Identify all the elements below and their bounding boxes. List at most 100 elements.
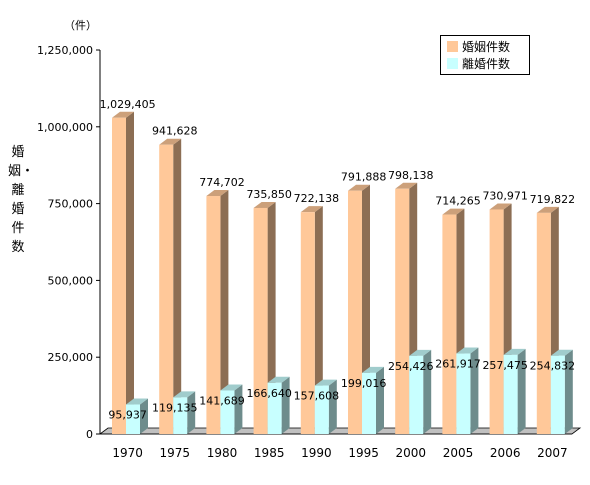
bar-divorce-top	[126, 398, 148, 405]
bar-divorce-front	[503, 354, 518, 434]
bars-layer	[112, 111, 573, 434]
bar-divorce-side	[140, 398, 148, 434]
bar-divorce	[503, 348, 526, 434]
bar-marriage-top	[253, 201, 276, 208]
bar-marriage-side	[314, 206, 323, 434]
data-label-divorce: 119,135	[152, 401, 198, 414]
bar-divorce-side	[234, 384, 243, 434]
x-tick-label: 2005	[443, 446, 474, 460]
bar-marriage-front	[112, 117, 126, 434]
bar-marriage-front	[253, 207, 268, 434]
legend-swatch-marriage	[447, 40, 458, 52]
bar-marriage-front	[348, 190, 362, 434]
data-label-marriage: 798,138	[388, 169, 434, 182]
bar-marriage-top	[300, 206, 323, 213]
x-tick-label: 1995	[348, 446, 379, 460]
bar-divorce	[314, 379, 337, 434]
bar-divorce-top	[267, 376, 290, 383]
data-label-marriage: 941,628	[152, 125, 198, 138]
data-label-marriage: 791,888	[341, 171, 387, 184]
legend-label-marriage: 婚姻件数	[462, 39, 511, 54]
x-tick-label: 2000	[396, 446, 427, 460]
bar-divorce-front	[126, 404, 140, 434]
bar-marriage-front	[442, 214, 457, 434]
data-label-divorce: 199,016	[341, 377, 387, 390]
bar-marriage	[159, 138, 182, 434]
bar-divorce-side	[187, 391, 196, 434]
bar-divorce-side	[423, 349, 432, 434]
data-label-divorce: 157,608	[294, 390, 340, 403]
bar-divorce-front	[409, 355, 424, 434]
bar-marriage-side	[126, 111, 134, 434]
data-label-marriage: 714,265	[435, 195, 481, 208]
legend-item-divorce: 離婚件数	[447, 55, 510, 71]
bar-marriage-front	[395, 188, 410, 434]
legend: 婚姻件数 離婚件数	[440, 35, 530, 75]
bar-divorce-front	[220, 390, 235, 434]
bar-marriage-side	[220, 190, 229, 434]
data-label-marriage: 730,971	[482, 189, 528, 202]
unit-label: （件）	[64, 19, 97, 32]
bar-divorce-top	[220, 384, 243, 391]
bar-divorce-front	[314, 385, 329, 434]
bar-divorce	[550, 349, 573, 434]
bar-divorce-top	[362, 366, 384, 373]
bar-divorce-front	[362, 372, 376, 434]
bar-divorce-top	[503, 348, 526, 355]
data-label-divorce: 254,426	[388, 360, 434, 373]
bar-marriage-top	[442, 208, 465, 215]
bar-marriage	[112, 111, 134, 434]
data-label-marriage: 735,850	[246, 188, 292, 201]
data-label-divorce: 257,475	[482, 359, 528, 372]
bar-divorce	[409, 349, 432, 434]
bar-divorce-side	[564, 349, 573, 434]
bar-marriage	[206, 190, 229, 434]
data-label-marriage: 719,822	[530, 193, 576, 206]
bar-divorce-front	[550, 355, 565, 434]
data-label-divorce: 254,832	[530, 360, 576, 373]
x-tick-label: 1985	[254, 446, 285, 460]
x-tick-label: 1990	[301, 446, 332, 460]
bar-marriage-top	[206, 190, 229, 197]
y-tick-label: 500,000	[48, 274, 94, 287]
bar-divorce-side	[376, 366, 384, 434]
bar-marriage-top	[395, 182, 418, 189]
y-tick-label: 750,000	[48, 198, 94, 211]
data-label-divorce: 166,640	[246, 387, 292, 400]
bar-marriage-side	[173, 138, 182, 434]
data-label-divorce: 261,917	[435, 358, 481, 371]
y-tick-label: 1,250,000	[37, 44, 93, 57]
legend-item-marriage: 婚姻件数	[447, 38, 510, 54]
x-tick-label: 2006	[490, 446, 521, 460]
data-label-marriage: 774,702	[199, 176, 245, 189]
bar-divorce	[126, 398, 148, 434]
bar-divorce-top	[409, 349, 432, 356]
labels-layer: 1970 1,029,405 95,937 1975 941,628 119,135 198…	[100, 98, 576, 460]
bar-marriage	[253, 201, 276, 434]
bar-marriage-top	[159, 138, 182, 145]
bar-marriage	[300, 206, 323, 434]
bar-marriage-top	[112, 111, 134, 118]
y-tick-label: 0	[86, 428, 93, 441]
bar-divorce	[362, 366, 384, 434]
bar-marriage-front	[159, 144, 174, 434]
bar-marriage-front	[489, 209, 504, 434]
y-tick-label: 250,000	[48, 351, 94, 364]
data-label-divorce: 95,937	[108, 409, 147, 422]
bar-divorce-top	[173, 391, 196, 398]
bar-marriage-top	[536, 206, 559, 213]
data-label-marriage: 1,029,405	[100, 98, 156, 111]
bar-marriage-side	[267, 201, 276, 434]
bar-divorce	[220, 384, 243, 434]
bar-divorce-top	[456, 347, 479, 354]
legend-label-divorce: 離婚件数	[462, 56, 511, 71]
y-tick-label: 1,000,000	[37, 121, 93, 134]
bar-divorce-front	[267, 382, 282, 434]
bar-marriage-front	[536, 212, 551, 434]
bar-divorce-side	[281, 376, 290, 434]
bar-marriage-top	[489, 203, 512, 210]
bar-marriage-front	[206, 196, 221, 434]
bar-divorce-side	[328, 379, 337, 434]
bar-divorce-side	[470, 347, 479, 434]
